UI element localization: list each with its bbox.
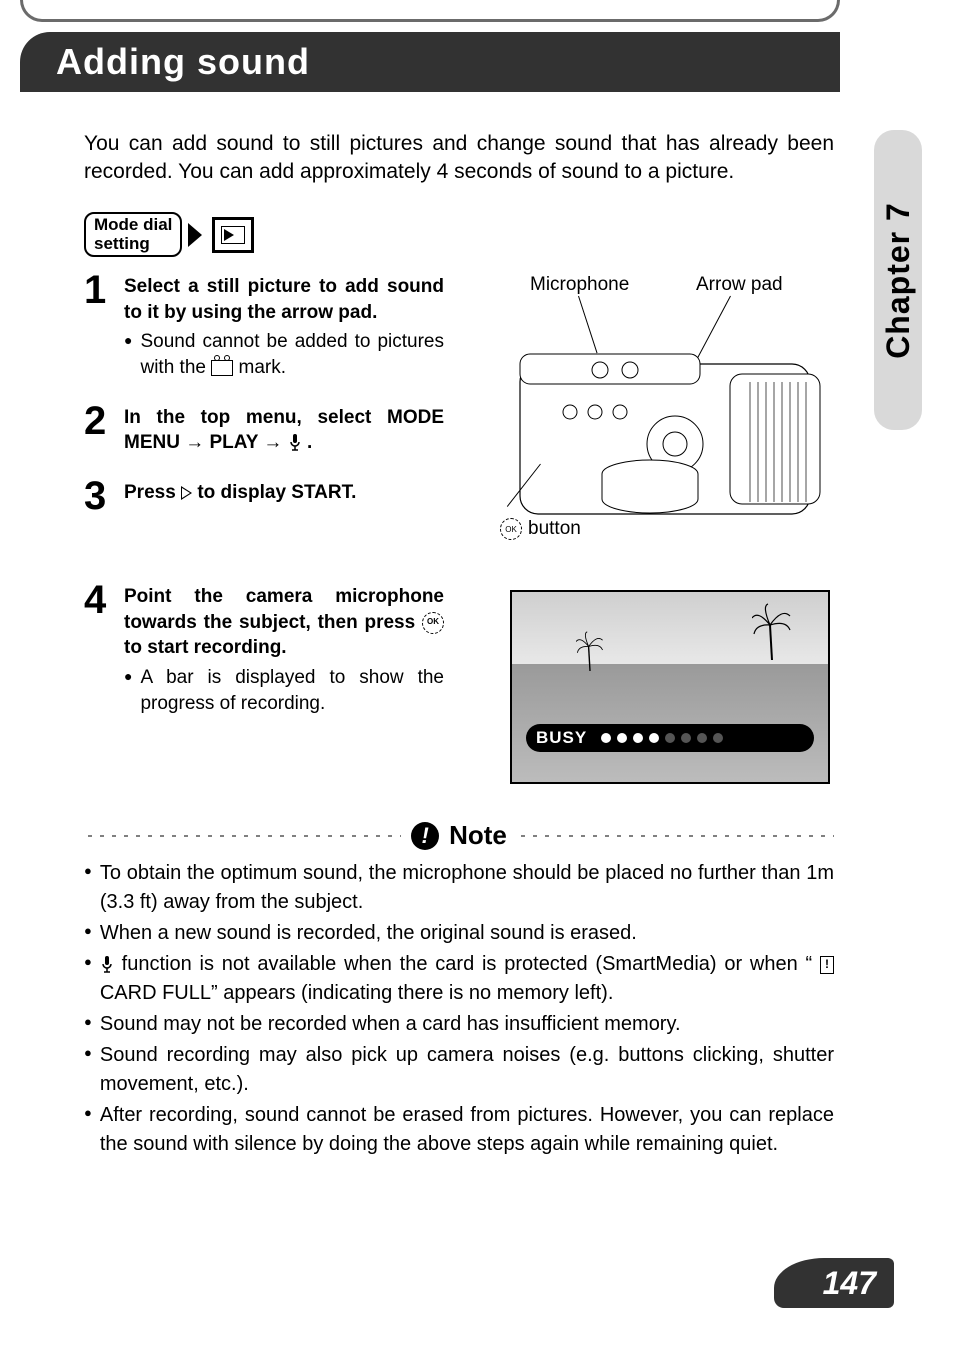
note-item-5: ●Sound recording may also pick up camera… xyxy=(84,1041,834,1099)
bullet-dot-icon: ● xyxy=(84,950,92,1008)
playback-mode-icon xyxy=(212,217,254,253)
mode-dial-line1: Mode dial xyxy=(94,216,172,235)
ok-button-icon: OK xyxy=(422,612,444,634)
mode-dial-setting-row: Mode dial setting xyxy=(84,212,254,257)
note-exclamation-icon: ! xyxy=(411,822,439,850)
note-section: ! Note ●To obtain the optimum sound, the… xyxy=(84,820,834,1161)
note-item-6: ●After recording, sound cannot be erased… xyxy=(84,1101,834,1159)
note-item-3: ● function is not available when the car… xyxy=(84,950,834,1008)
bullet-dot-icon: ● xyxy=(84,1101,92,1159)
step-1-bullet-text: Sound cannot be added to pictures with t… xyxy=(140,329,444,380)
step-4-bullet-text: A bar is displayed to show the progress … xyxy=(140,665,444,716)
camera-illustration-icon xyxy=(500,304,840,534)
step-3-number: 3 xyxy=(84,480,114,512)
mode-dial-line2: setting xyxy=(94,235,172,254)
arrow-right-icon xyxy=(181,486,192,500)
step-2-number: 2 xyxy=(84,405,114,456)
bullet-dot-icon: ● xyxy=(84,859,92,917)
step-4-bullet: ● A bar is displayed to show the progres… xyxy=(124,665,444,716)
step-3: 3 Press to display START. xyxy=(84,480,444,512)
chapter-tab: Chapter 7 xyxy=(874,130,922,430)
note-list: ●To obtain the optimum sound, the microp… xyxy=(84,859,834,1159)
note-label: Note xyxy=(449,820,507,851)
step-1: 1 Select a still picture to add sound to… xyxy=(84,274,444,381)
card-warning-icon: ! xyxy=(820,956,834,974)
bullet-dot-icon: ● xyxy=(124,665,132,716)
busy-progress-bar: BUSY xyxy=(526,724,814,752)
ok-button-icon: OK xyxy=(500,518,522,540)
page-number: 147 xyxy=(823,1265,876,1302)
microphone-icon xyxy=(100,956,114,974)
busy-dots xyxy=(601,733,723,743)
ok-button-label: button xyxy=(528,518,581,540)
bullet-dot-icon: ● xyxy=(84,1041,92,1099)
microphone-icon xyxy=(288,434,302,452)
arrow-pad-label: Arrow pad xyxy=(696,274,783,296)
palm-tree-icon xyxy=(576,629,604,671)
chapter-label: Chapter 7 xyxy=(880,202,917,359)
camera-diagram: Microphone Arrow pad OK bu xyxy=(460,274,840,554)
note-item-2: ●When a new sound is recorded, the origi… xyxy=(84,919,834,948)
steps-list: 1 Select a still picture to add sound to… xyxy=(84,274,444,536)
mode-dial-arrow-icon xyxy=(188,223,202,247)
step-1-title: Select a still picture to add sound to i… xyxy=(124,274,444,325)
mode-dial-box: Mode dial setting xyxy=(84,212,182,257)
busy-label: BUSY xyxy=(536,728,587,748)
step-1-bullet: ● Sound cannot be added to pictures with… xyxy=(124,329,444,380)
top-tab-decoration xyxy=(20,0,840,22)
note-header: ! Note xyxy=(84,820,834,851)
note-item-1: ●To obtain the optimum sound, the microp… xyxy=(84,859,834,917)
step-4: 4 Point the camera microphone towards th… xyxy=(84,584,444,740)
microphone-label: Microphone xyxy=(530,274,629,296)
step-4-title: Point the camera microphone towards the … xyxy=(124,584,444,661)
dotted-line-left-icon xyxy=(84,834,401,838)
step-1-number: 1 xyxy=(84,274,114,381)
dotted-line-right-icon xyxy=(517,834,834,838)
step-2-title: In the top menu, select MODE MENU → PLAY… xyxy=(124,405,444,456)
note-item-3-text: function is not available when the card … xyxy=(100,950,834,1008)
page-number-badge: 147 xyxy=(774,1258,894,1308)
recording-photo-illustration: BUSY xyxy=(510,590,830,784)
step-3-title: Press to display START. xyxy=(124,480,356,506)
ok-button-label-row: OK button xyxy=(500,518,581,540)
bullet-dot-icon: ● xyxy=(84,919,92,948)
title-bar: Adding sound xyxy=(20,32,840,92)
intro-paragraph: You can add sound to still pictures and … xyxy=(84,130,834,187)
step-2: 2 In the top menu, select MODE MENU → PL… xyxy=(84,405,444,456)
movie-mark-icon xyxy=(211,360,233,376)
page-title: Adding sound xyxy=(56,41,310,83)
step-4-number: 4 xyxy=(84,584,114,716)
palm-tree-icon xyxy=(752,600,792,660)
bullet-dot-icon: ● xyxy=(124,329,132,380)
bullet-dot-icon: ● xyxy=(84,1010,92,1039)
note-item-4: ●Sound may not be recorded when a card h… xyxy=(84,1010,834,1039)
